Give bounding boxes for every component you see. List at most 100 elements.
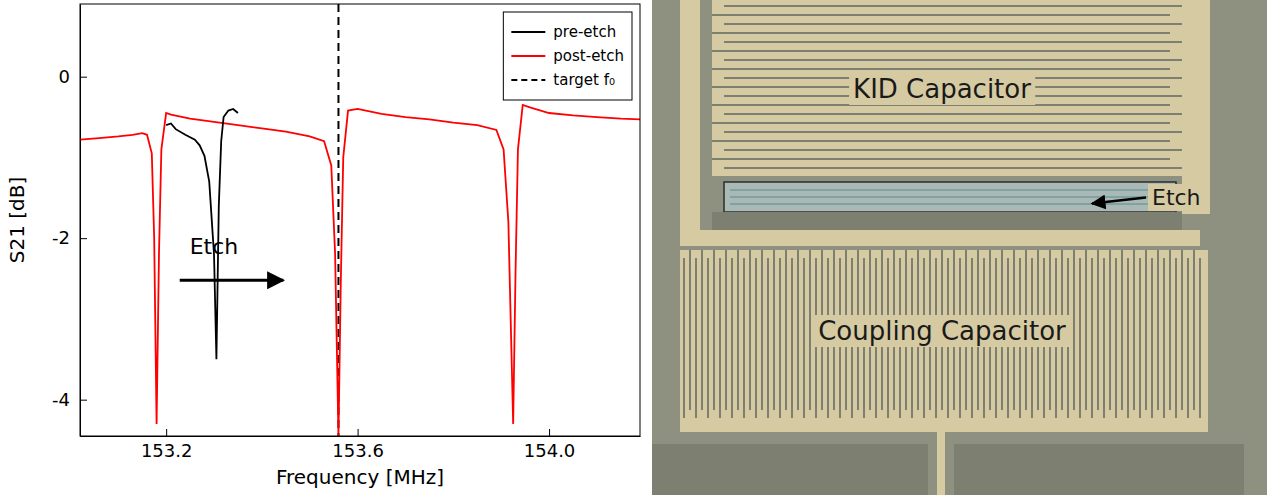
x-axis: 153.2 153.6 154.0 bbox=[81, 429, 641, 461]
legend-swatch bbox=[511, 55, 545, 57]
legend-label: post-etch bbox=[553, 47, 624, 65]
finger-gap bbox=[1139, 258, 1141, 418]
finger-gap bbox=[791, 258, 793, 418]
label-patch bbox=[1148, 184, 1205, 211]
figure: 153.2 153.6 154.0 0 -2 -4 Frequency [MHz] S21 [… bbox=[0, 0, 1267, 495]
finger-gap bbox=[773, 250, 775, 410]
device-photo: KID CapacitorEtchCoupling Capacitor bbox=[652, 0, 1267, 495]
etch-pointer bbox=[1092, 198, 1146, 204]
finger-gap bbox=[724, 59, 1182, 61]
finger-gap bbox=[712, 50, 1170, 52]
finger-gap bbox=[1199, 258, 1201, 418]
y-tick-label: 0 bbox=[59, 66, 70, 87]
finger-gap bbox=[712, 158, 1170, 160]
finger-gap bbox=[1193, 250, 1195, 410]
finger-gap bbox=[712, 122, 1170, 124]
finger-gap bbox=[712, 32, 1170, 34]
y-tick-mark bbox=[80, 238, 87, 239]
finger-gap bbox=[743, 258, 745, 418]
y-tick-mark bbox=[80, 400, 87, 401]
finger-gap bbox=[737, 250, 739, 410]
annotation-arrow bbox=[180, 279, 284, 282]
finger-gap bbox=[1163, 258, 1165, 418]
finger-gap bbox=[712, 68, 1170, 70]
x-tick: 153.6 bbox=[332, 429, 384, 461]
finger-gap bbox=[1115, 258, 1117, 418]
y-tick-label: -4 bbox=[52, 389, 70, 410]
finger-gap bbox=[1121, 250, 1123, 410]
lead bbox=[680, 0, 700, 245]
finger-gap bbox=[749, 250, 751, 410]
lead bbox=[680, 230, 1200, 246]
x-tick-mark bbox=[358, 429, 359, 436]
finger-gap bbox=[767, 258, 769, 418]
finger-gap bbox=[1097, 250, 1099, 410]
finger-gap bbox=[724, 41, 1182, 43]
photo-label: Coupling Capacitor bbox=[818, 316, 1066, 346]
y-tick: -2 bbox=[52, 227, 87, 248]
finger-gap bbox=[712, 140, 1170, 142]
y-axis-title: S21 [dB] bbox=[5, 177, 29, 264]
finger-gap bbox=[1091, 258, 1093, 418]
finger-gap bbox=[731, 258, 733, 418]
finger-gap bbox=[1085, 250, 1087, 410]
finger-gap bbox=[1103, 258, 1105, 418]
finger-gap bbox=[1175, 258, 1177, 418]
finger-gap bbox=[725, 250, 727, 410]
ground-right bbox=[954, 444, 1244, 495]
finger-gap bbox=[1145, 250, 1147, 410]
coupling-capacitor bbox=[680, 250, 1208, 418]
y-tick-mark bbox=[80, 77, 87, 78]
legend-label: pre-etch bbox=[553, 23, 616, 41]
finger-gap bbox=[1127, 258, 1129, 418]
finger-gap bbox=[724, 167, 1182, 169]
etched-finger bbox=[730, 189, 1170, 190]
finger-gap bbox=[695, 258, 697, 418]
finger-gap bbox=[785, 250, 787, 410]
x-tick: 153.2 bbox=[141, 429, 193, 461]
finger-gap bbox=[707, 258, 709, 418]
legend-box bbox=[503, 12, 632, 100]
finger-gap bbox=[724, 113, 1182, 115]
finger-gap bbox=[701, 250, 703, 410]
finger-gap bbox=[1109, 250, 1111, 410]
finger-gap bbox=[1151, 258, 1153, 418]
finger-gap bbox=[724, 5, 1182, 7]
legend-swatch bbox=[511, 31, 545, 33]
finger-gap bbox=[1169, 250, 1171, 410]
y-tick: -4 bbox=[52, 389, 87, 410]
finger-gap bbox=[1079, 258, 1081, 418]
x-tick-mark bbox=[166, 429, 167, 436]
finger-gap bbox=[755, 258, 757, 418]
substrate bbox=[652, 0, 1267, 495]
series-line bbox=[80, 105, 640, 436]
x-tick-label: 153.2 bbox=[141, 440, 193, 461]
finger-gap bbox=[803, 258, 805, 418]
finger-gap bbox=[1157, 250, 1159, 410]
photo-label: KID Capacitor bbox=[853, 74, 1031, 104]
etch-region bbox=[724, 182, 1176, 212]
finger-gap bbox=[712, 14, 1170, 16]
finger-gap bbox=[809, 250, 811, 410]
x-tick: 154.0 bbox=[524, 429, 576, 461]
x-axis-title: Frequency [MHz] bbox=[276, 465, 444, 489]
y-axis: 0 -2 -4 bbox=[52, 5, 87, 437]
annotation: Etch bbox=[190, 234, 239, 259]
x-tick-label: 153.6 bbox=[332, 440, 384, 461]
plot-area bbox=[80, 4, 640, 436]
finger-gap bbox=[779, 258, 781, 418]
plot-background bbox=[80, 4, 640, 436]
bus-bar bbox=[680, 418, 1208, 432]
finger-gap bbox=[719, 258, 721, 418]
finger-gap bbox=[1073, 250, 1075, 410]
legend: pre-etch post-etch target f₀ bbox=[503, 12, 632, 100]
legend-label: target f₀ bbox=[553, 71, 615, 89]
finger-gap bbox=[1187, 258, 1189, 418]
label-patch bbox=[814, 315, 1070, 347]
x-tick-mark bbox=[549, 429, 550, 436]
etched-finger bbox=[730, 203, 1170, 204]
kid-capacitor bbox=[712, 0, 1182, 176]
x-tick-label: 154.0 bbox=[524, 440, 576, 461]
etched-finger bbox=[730, 196, 1170, 197]
dark-band bbox=[712, 212, 1182, 230]
